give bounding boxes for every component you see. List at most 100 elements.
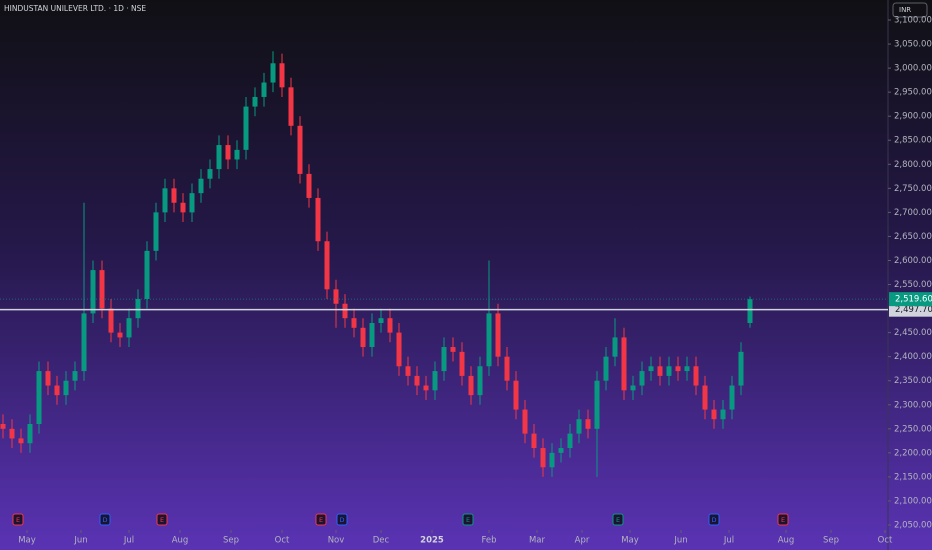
x-tick-label: Jun xyxy=(73,536,87,546)
candle-body xyxy=(189,193,195,213)
last-price-label: 2,519.60 xyxy=(895,295,932,305)
candle-body xyxy=(522,409,528,434)
x-tick-label: Aug xyxy=(172,536,189,546)
event-label: E xyxy=(616,516,620,524)
candle-body xyxy=(738,351,744,386)
candle-body xyxy=(63,380,69,396)
candle-body xyxy=(54,385,60,396)
y-tick-label: 2,550.00 xyxy=(894,280,932,290)
x-tick-label: Sep xyxy=(823,536,839,546)
x-tick-label: Aug xyxy=(778,536,795,546)
y-tick-label: 2,400.00 xyxy=(894,352,932,362)
event-marker xyxy=(156,513,168,526)
candle-body xyxy=(81,313,87,372)
candle-body xyxy=(207,169,213,179)
candle-body xyxy=(369,323,375,348)
x-tick-label: Mar xyxy=(529,536,546,546)
candle-body xyxy=(108,308,114,333)
y-tick-label: 2,950.00 xyxy=(894,88,932,98)
x-tick-label: Jun xyxy=(673,536,687,546)
event-marker xyxy=(315,513,327,526)
chart-title: HINDUSTAN UNILEVER LTD. · 1D · NSE xyxy=(4,4,146,13)
y-tick-label: 2,650.00 xyxy=(894,232,932,242)
candle-body xyxy=(198,178,204,194)
y-tick-label: 2,600.00 xyxy=(894,256,932,266)
candle-body xyxy=(684,366,690,372)
event-marker xyxy=(462,513,474,526)
x-tick-label: Dec xyxy=(373,536,390,546)
event-label: E xyxy=(160,516,164,524)
candle-body xyxy=(639,371,645,386)
candle-body xyxy=(711,409,717,420)
candle-body xyxy=(27,424,33,444)
y-tick-label: 2,750.00 xyxy=(894,184,932,194)
y-tick-label: 2,900.00 xyxy=(894,112,932,122)
x-tick-label: Nov xyxy=(328,536,345,546)
candle-body xyxy=(144,250,150,299)
x-tick-label: Oct xyxy=(878,536,893,546)
candle-body xyxy=(612,337,618,357)
event-label: D xyxy=(339,516,344,524)
candle-body xyxy=(126,318,132,338)
candle-body xyxy=(288,87,294,126)
y-tick-label: 2,800.00 xyxy=(894,160,932,170)
candle-body xyxy=(549,452,555,468)
x-tick-label: Oct xyxy=(275,536,290,546)
event-marker xyxy=(12,513,24,526)
y-tick-label: 2,100.00 xyxy=(894,496,932,506)
candle-body xyxy=(45,371,51,386)
candle-body xyxy=(540,448,546,468)
event-marker xyxy=(612,513,624,526)
candle-body xyxy=(558,448,564,453)
candle-body xyxy=(180,202,186,213)
candle-body xyxy=(72,371,78,381)
candle-body xyxy=(162,188,168,213)
candle-body xyxy=(720,409,726,420)
candle-body xyxy=(351,318,357,328)
last-price-tag xyxy=(889,292,932,307)
y-tick-label: 2,250.00 xyxy=(894,424,932,434)
candle-body xyxy=(459,351,465,376)
candle-body xyxy=(171,188,177,203)
candle-body xyxy=(261,82,267,97)
candle-body xyxy=(333,289,339,304)
candle-body xyxy=(99,270,105,309)
candle-body xyxy=(657,366,663,376)
candle-body xyxy=(576,419,582,434)
candle-body xyxy=(117,332,123,338)
candle-body xyxy=(405,366,411,376)
candle-body xyxy=(396,332,402,367)
candle-body xyxy=(423,385,429,391)
candle-body xyxy=(0,424,6,429)
candle-body xyxy=(324,241,330,290)
candle-body xyxy=(729,385,735,410)
y-tick-label: 2,050.00 xyxy=(894,521,932,531)
candle-body xyxy=(450,347,456,352)
candle-body xyxy=(513,380,519,410)
candle-body xyxy=(216,145,222,170)
candle-body xyxy=(531,433,537,449)
candle-body xyxy=(666,366,672,376)
candle-body xyxy=(153,212,159,251)
x-tick-label: Jul xyxy=(723,536,734,546)
y-tick-label: 2,350.00 xyxy=(894,376,932,386)
y-tick-label: 3,050.00 xyxy=(894,40,932,50)
candle-body xyxy=(477,366,483,396)
candle-body xyxy=(279,63,285,88)
currency-button[interactable] xyxy=(892,2,928,18)
event-marker xyxy=(99,513,111,526)
candle-body xyxy=(486,313,492,367)
y-tick-label: 2,150.00 xyxy=(894,472,932,482)
candle-body xyxy=(747,299,753,323)
candle-body xyxy=(306,173,312,198)
currency-label[interactable]: INR xyxy=(899,6,911,14)
event-marker xyxy=(336,513,348,526)
x-tick-label: Apr xyxy=(575,536,590,546)
y-tick-label: 2,300.00 xyxy=(894,400,932,410)
event-label: E xyxy=(16,516,20,524)
candle-body xyxy=(432,371,438,391)
event-label: E xyxy=(781,516,785,524)
x-tick-label: Feb xyxy=(481,536,496,546)
y-tick-label: 2,450.00 xyxy=(894,328,932,338)
